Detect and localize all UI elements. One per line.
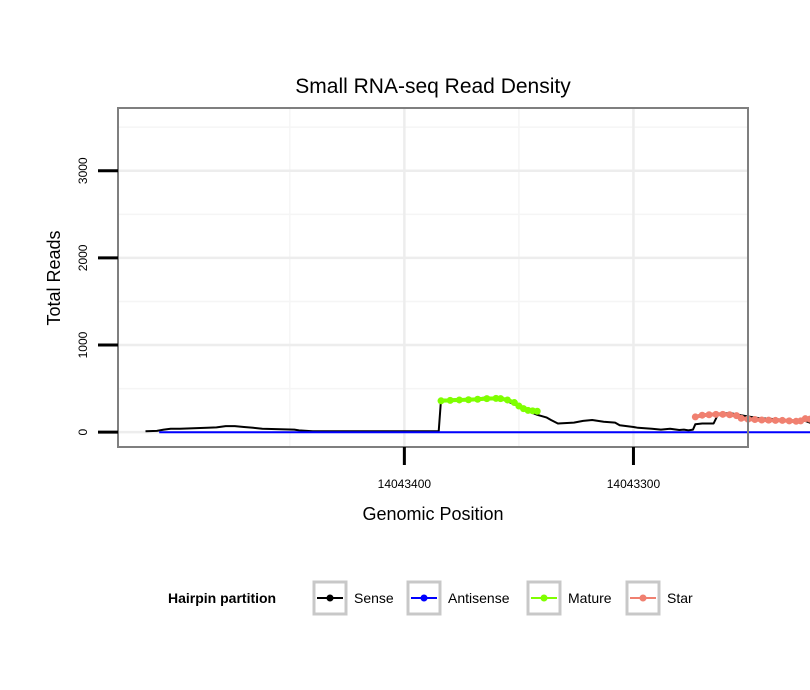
x-axis-tick-label: 14043300 — [607, 477, 661, 491]
legend-item-star: Star — [627, 582, 693, 614]
data-point-mature — [483, 395, 490, 402]
legend-key-dot-sense — [327, 595, 334, 602]
data-point-star — [726, 411, 733, 418]
data-point-star — [786, 417, 793, 424]
legend-key-dot-star — [640, 595, 647, 602]
data-point-star — [765, 417, 772, 424]
data-point-mature — [456, 396, 463, 403]
data-point-mature — [504, 396, 511, 403]
y-axis-tick-label: 2000 — [76, 244, 90, 271]
x-axis-tick-label: 14043400 — [378, 477, 432, 491]
y-axis-title: Total Reads — [44, 230, 64, 325]
chart-title: Small RNA-seq Read Density — [295, 75, 571, 98]
data-point-mature — [497, 395, 504, 402]
legend-item-antisense: Antisense — [408, 582, 510, 614]
data-point-star — [712, 411, 719, 418]
data-point-star — [779, 417, 786, 424]
y-axis-tick-label: 0 — [76, 429, 90, 436]
x-axis-title: Genomic Position — [362, 504, 503, 524]
legend-title: Hairpin partition — [168, 590, 276, 606]
data-point-mature — [438, 397, 445, 404]
plot-panel — [118, 108, 810, 447]
legend-key-dot-mature — [541, 595, 548, 602]
data-point-star — [719, 411, 726, 418]
data-point-mature — [465, 396, 472, 403]
data-point-star — [772, 417, 779, 424]
legend-label-antisense: Antisense — [448, 590, 510, 606]
legend-label-sense: Sense — [354, 590, 394, 606]
data-point-star — [751, 416, 758, 423]
panel-background — [118, 108, 748, 447]
y-axis-tick-label: 3000 — [76, 157, 90, 184]
data-point-mature — [474, 396, 481, 403]
y-axis-tick-label: 1000 — [76, 331, 90, 358]
data-point-star — [738, 415, 745, 422]
legend-label-star: Star — [667, 590, 693, 606]
data-point-mature — [447, 397, 454, 404]
y-axis: 0 1000 2000 3000 — [76, 157, 118, 435]
data-point-star — [758, 416, 765, 423]
legend-key-dot-antisense — [421, 595, 428, 602]
data-point-mature — [534, 408, 541, 415]
chart: Small RNA-seq Read Density 14043400 14043… — [0, 0, 810, 690]
x-axis: 14043400 14043300 — [378, 447, 661, 491]
legend-item-mature: Mature — [528, 582, 612, 614]
legend: Hairpin partition Sense Antisense Mature… — [168, 582, 693, 614]
legend-item-sense: Sense — [314, 582, 394, 614]
data-point-star — [699, 412, 706, 419]
legend-label-mature: Mature — [568, 590, 612, 606]
data-point-star — [706, 411, 713, 418]
data-point-star — [692, 413, 699, 420]
